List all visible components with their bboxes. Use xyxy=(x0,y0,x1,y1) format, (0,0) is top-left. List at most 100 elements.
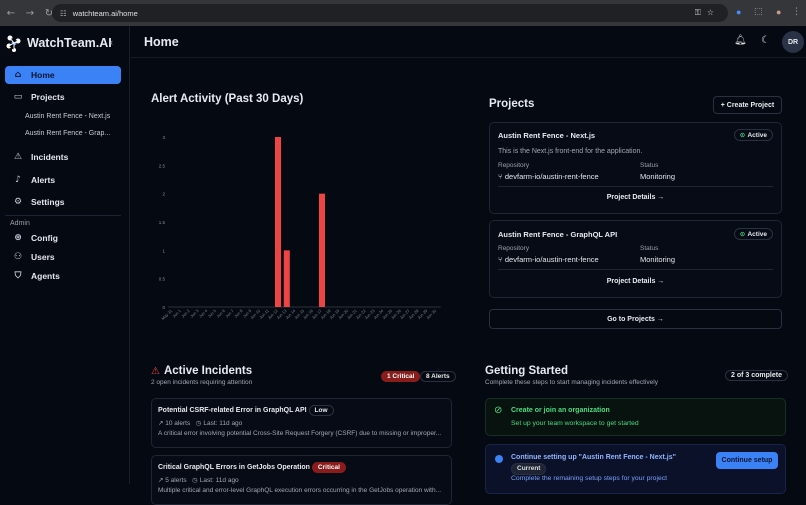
project-details-link[interactable]: Project Details → xyxy=(606,278,665,285)
continue-setup-button[interactable]: Continue setup xyxy=(716,452,778,469)
git-branch-icon: ⑂ xyxy=(498,255,505,264)
status-value: Monitoring xyxy=(640,172,676,181)
step-title: Continue setting up "Austin Rent Fence -… xyxy=(511,454,676,461)
x-tick-label: Jun 8 xyxy=(233,308,244,319)
incident-meta: ↗ 10 alerts ◷ Last: 11d ago xyxy=(158,419,242,427)
warning-icon: ⚠ xyxy=(151,365,160,377)
incidents-title: Active Incidents xyxy=(163,365,253,377)
card-divider xyxy=(498,186,773,187)
x-tick-label: Jun 1 xyxy=(171,308,182,319)
repository-text: devfarm-io/austin-rent-fence xyxy=(504,255,599,264)
project-card: Austin Rent Fence - GraphQL API ⊙ Active… xyxy=(489,220,782,298)
sidebar-item-incidents[interactable]: ⚠ Incidents xyxy=(5,148,121,166)
status-badge: ⊙ Active xyxy=(733,228,773,240)
logo-icon xyxy=(6,35,21,52)
getting-started-subtitle: Complete these steps to start managing i… xyxy=(485,379,658,386)
bar xyxy=(275,137,281,307)
repository-label: Repository xyxy=(498,245,530,252)
sidebar-item-label: Settings xyxy=(31,197,65,207)
sidebar-item-home[interactable]: ⌂ Home xyxy=(5,66,121,84)
profile-icon[interactable]: ● xyxy=(776,7,782,17)
y-tick-label: 2.5 xyxy=(159,163,166,168)
sidebar-item-label: Alerts xyxy=(31,175,56,185)
sidebar-item-config[interactable]: ⊛ Config xyxy=(5,229,121,247)
incident-card[interactable]: Critical GraphQL Errors in GetJobs Opera… xyxy=(151,455,452,505)
y-tick-label: 2 xyxy=(162,192,165,197)
sidebar-item-alerts[interactable]: ♪ Alerts xyxy=(5,171,121,189)
folder-icon: ▭ xyxy=(13,92,23,102)
status-label: Status xyxy=(640,162,659,169)
extension-icon[interactable]: ● xyxy=(736,7,742,17)
site-info-icon[interactable]: ☷ xyxy=(60,8,67,18)
create-project-button[interactable]: + Create Project xyxy=(713,96,782,114)
severity-badge: Low xyxy=(308,405,334,416)
extensions-puzzle-icon[interactable]: ⬚ xyxy=(754,7,763,17)
step-title-row: Continue setting up "Austin Rent Fence -… xyxy=(511,453,707,475)
url-text: watchteam.ai/home xyxy=(72,8,138,18)
current-badge: Current xyxy=(511,463,547,475)
forward-icon[interactable]: → xyxy=(25,7,35,19)
bar xyxy=(283,250,290,307)
reload-icon[interactable]: ↻ xyxy=(44,7,54,19)
sidebar-item-label: Agents xyxy=(31,271,60,281)
menu-icon[interactable]: ⋮ xyxy=(792,7,801,17)
y-tick-label: 1.5 xyxy=(159,220,166,225)
x-tick-label: Jun 9 xyxy=(242,308,253,319)
project-card: Austin Rent Fence - Next.js ⊙ Active Thi… xyxy=(489,122,782,214)
trend-icon: ↗ xyxy=(158,420,166,427)
repository-text: devfarm-io/austin-rent-fence xyxy=(504,172,599,181)
incident-title: Critical GraphQL Errors in GetJobs Opera… xyxy=(158,464,310,471)
status-label: Status xyxy=(640,245,659,252)
repository-value: ⑂ devfarm-io/austin-rent-fence xyxy=(498,255,599,264)
clock-icon: ◷ xyxy=(192,476,200,484)
dark-mode-moon-icon[interactable]: ☾ xyxy=(761,35,770,46)
brand-logo[interactable]: WatchTeam.AI xyxy=(6,34,112,52)
project-name[interactable]: Austin Rent Fence - GraphQL API xyxy=(498,230,618,239)
browser-toolbar: ← → ↻ ☷ watchteam.ai/home ⚿☆ ● ⬚ ● ⋮ xyxy=(0,0,806,26)
card-divider xyxy=(498,269,773,270)
sidebar-item-label: Config xyxy=(31,233,58,243)
project-description: This is the Next.js front-end for the ap… xyxy=(498,148,643,155)
project-name[interactable]: Austin Rent Fence - Next.js xyxy=(498,131,596,140)
sidebar-item-users[interactable]: ⚇ Users xyxy=(5,248,121,266)
project-details-link[interactable]: Project Details → xyxy=(606,194,665,201)
sidebar-item-settings[interactable]: ⚙ Settings xyxy=(5,193,121,211)
x-tick-label: Jun 30 xyxy=(425,308,438,321)
chart-title: Alert Activity (Past 30 Days) xyxy=(151,93,304,105)
incident-card[interactable]: Potential CSRF-related Error in GraphQL … xyxy=(151,398,452,448)
alert-count: 10 alerts xyxy=(165,420,191,427)
badge-text: 1 Critical xyxy=(381,371,421,382)
warning-icon: ⚠ xyxy=(13,152,23,162)
critical-count-badge: 1 Critical xyxy=(381,371,421,382)
setup-step-complete: ⊘ Create or join an organization Set up … xyxy=(485,398,786,436)
collapse-sidebar-button[interactable]: ‹ xyxy=(110,37,113,47)
sidebar-item-label: Incidents xyxy=(31,152,69,162)
go-to-projects-button[interactable]: Go to Projects → xyxy=(489,309,782,329)
home-icon: ⌂ xyxy=(14,70,22,80)
y-tick-label: 0 xyxy=(162,305,165,310)
sidebar-item-label: Users xyxy=(31,252,55,262)
sidebar-project-link[interactable]: Austin Rent Fence - Grap... xyxy=(25,130,111,137)
check-circle-icon: ⊘ xyxy=(494,405,503,416)
bookmark-star-icon[interactable]: ⚿☆ xyxy=(694,8,720,17)
notifications-bell-icon[interactable]: 🔔︎ xyxy=(734,35,747,46)
x-tick-label: Jun 3 xyxy=(189,308,200,319)
sidebar-divider xyxy=(5,215,121,216)
sidebar-item-projects[interactable]: ▭ Projects xyxy=(5,88,121,106)
avatar[interactable]: DR xyxy=(782,31,804,53)
x-tick-label: Jun 5 xyxy=(207,308,218,319)
status-value: Monitoring xyxy=(640,255,676,264)
repository-value: ⑂ devfarm-io/austin-rent-fence xyxy=(498,172,599,181)
sidebar-project-link[interactable]: Austin Rent Fence - Next.js xyxy=(25,113,111,120)
last-seen: Last: 11d ago xyxy=(199,477,239,484)
back-icon[interactable]: ← xyxy=(6,7,16,19)
sidebar-item-agents[interactable]: ⛉ Agents xyxy=(5,267,121,285)
x-tick-label: Jun 7 xyxy=(224,308,235,319)
incidents-heading: ⚠ Active Incidents xyxy=(151,365,252,377)
admin-section-label: Admin xyxy=(10,220,30,227)
check-circle-icon: ⊙ xyxy=(739,131,748,139)
badge-text: 8 Alerts xyxy=(420,371,456,382)
sidebar: WatchTeam.AI ‹ ⌂ Home ▭ Projects Austin Re… xyxy=(0,26,130,484)
address-bar[interactable]: ☷ watchteam.ai/home ⚿☆ xyxy=(52,4,728,22)
